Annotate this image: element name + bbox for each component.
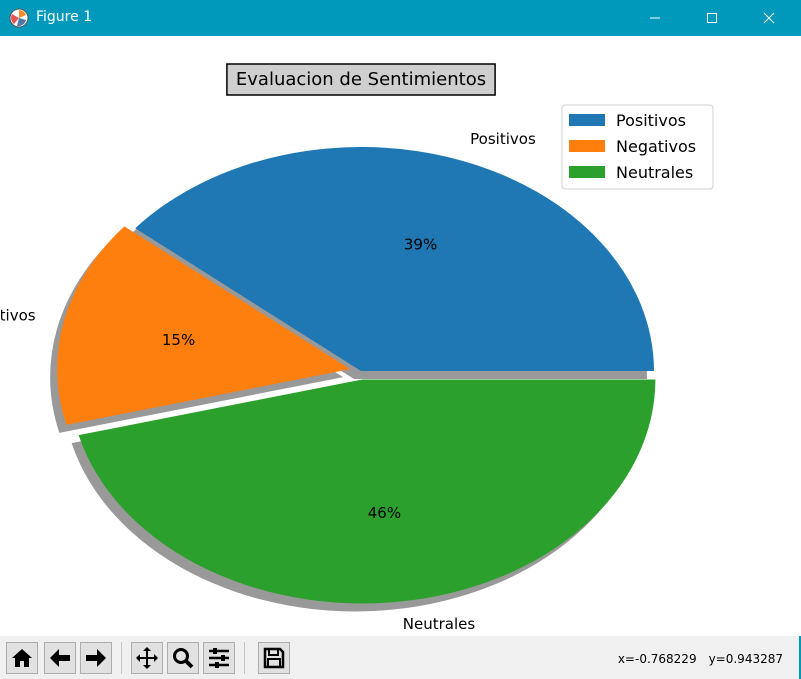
toolbar-separator (244, 642, 245, 674)
configure-subplots-button[interactable] (203, 642, 235, 674)
move-icon (136, 647, 158, 669)
chart-title-box (226, 63, 496, 96)
cursor-coordinates: x=-0.768229 y=0.943287 (606, 652, 783, 666)
legend-swatch-positivos (569, 114, 605, 126)
legend-label-negativos: Negativos (616, 137, 696, 156)
navigation-toolbar: x=-0.768229 y=0.943287 (0, 636, 801, 679)
window-edge (799, 636, 801, 679)
coord-y-readout: y=0.943287 (708, 652, 783, 666)
maximize-icon (707, 13, 717, 23)
toolbar-separator (121, 642, 122, 674)
home-button[interactable] (6, 642, 38, 674)
pie-chart: 39% Positivos 15% Negativos 46% Neutrales Eval… (1, 63, 714, 633)
pie-wedge-neutrales (78, 379, 656, 604)
save-button[interactable] (258, 642, 290, 674)
chart-title: Evaluacion de Sentimientos (236, 69, 486, 90)
back-button[interactable] (44, 642, 76, 674)
forward-button[interactable] (80, 642, 112, 674)
arrow-right-icon (86, 649, 106, 667)
pie-pct-label-negativos: 15% (162, 331, 195, 349)
close-icon (763, 12, 775, 24)
legend-label-positivos: Positivos (616, 111, 686, 130)
magnifier-icon (173, 648, 194, 669)
maximize-button[interactable] (689, 0, 735, 36)
pie-category-label-positivos: Positivos (470, 130, 536, 148)
pie-pct-label-neutrales: 46% (368, 504, 401, 522)
pie-pct-label-positivos: 39% (404, 236, 437, 254)
minimize-button[interactable] (632, 0, 678, 36)
pie-labels: 39% Positivos 15% Negativos 46% Neutrales (1, 130, 536, 633)
window-title: Figure 1 (36, 9, 93, 25)
zoom-button[interactable] (167, 642, 199, 674)
home-icon (12, 649, 32, 667)
coord-x-readout: x=-0.768229 (617, 652, 697, 666)
figure-canvas[interactable]: 39% Positivos 15% Negativos 46% Neutrales Eval… (1, 36, 800, 636)
pie-category-label-negativos: Negativos (1, 306, 36, 324)
window-titlebar: Figure 1 (0, 0, 801, 36)
floppy-disk-icon (263, 647, 285, 669)
pie-wedge-positivos (135, 147, 654, 371)
sliders-icon (209, 648, 229, 668)
minimize-icon (650, 17, 660, 19)
pan-button[interactable] (131, 642, 163, 674)
matplotlib-app-icon (9, 8, 29, 28)
pie-wedges (57, 147, 656, 604)
pie-category-label-neutrales: Neutrales (403, 615, 476, 633)
close-button[interactable] (746, 0, 792, 36)
legend-swatch-neutrales (569, 166, 605, 178)
legend-label-neutrales: Neutrales (616, 163, 693, 182)
legend-swatch-negativos (569, 140, 605, 152)
arrow-left-icon (50, 649, 70, 667)
pie-wedge-negativos (57, 226, 351, 425)
chart-legend: Positivos Negativos Neutrales (561, 104, 714, 190)
